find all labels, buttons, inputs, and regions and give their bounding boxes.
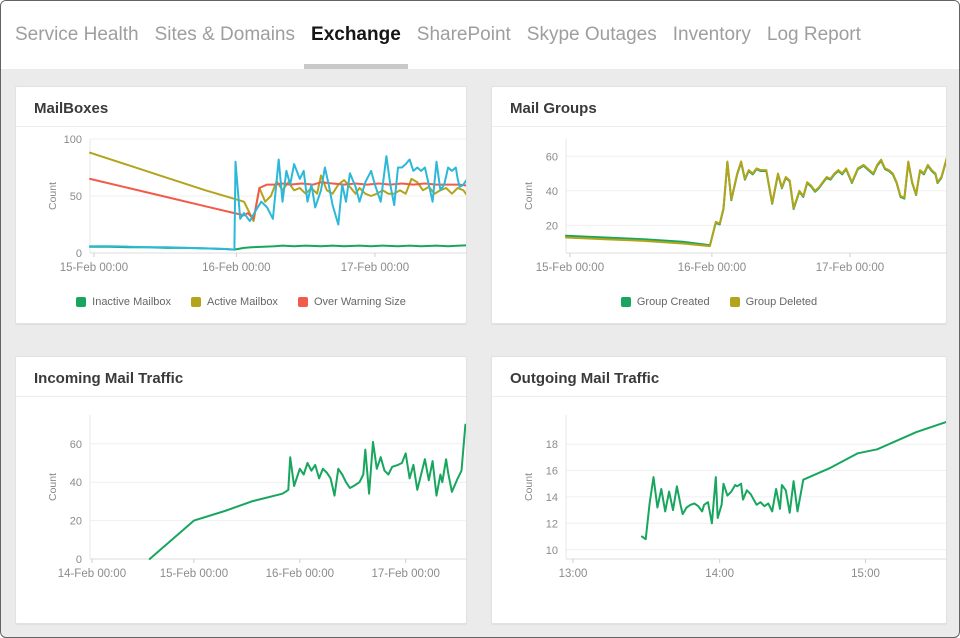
tab-inventory[interactable]: Inventory [672, 24, 751, 45]
legend-item[interactable]: Group Created [620, 296, 710, 308]
svg-text:Count: Count [47, 473, 59, 501]
svg-text:0: 0 [76, 554, 82, 566]
svg-text:14-Feb 00:00: 14-Feb 00:00 [58, 568, 126, 580]
svg-text:12: 12 [546, 518, 558, 530]
svg-text:Count: Count [47, 182, 59, 210]
tab-exchange[interactable]: Exchange [303, 1, 409, 69]
incoming-mail-chart-canvas[interactable]: 0 20 40 60 14-Feb 00:00 15-Feb 00:00 16-Feb 00… [16, 405, 466, 587]
mailboxes-chart-canvas[interactable]: 0 50 100 15-Feb 00:00 16-Feb 00:00 17-Feb 00:… [16, 129, 466, 281]
svg-text:0: 0 [76, 248, 82, 260]
svg-text:15-Feb 00:00: 15-Feb 00:00 [536, 262, 604, 274]
legend-item[interactable]: Inactive Mailbox [76, 296, 171, 308]
tab-sites-domains[interactable]: Sites & Domains [154, 24, 296, 45]
panel-mailboxes: MailBoxes 0 50 100 15-Feb 00:00 16-Feb 00:00… [15, 86, 467, 324]
svg-text:Count: Count [523, 182, 535, 210]
panel-incoming-mail-traffic: Incoming Mail Traffic 0 20 40 60 14-Feb 00:0… [15, 356, 467, 624]
legend-swatch-icon [191, 297, 202, 307]
panel-title: MailBoxes [16, 87, 466, 127]
legend-swatch-icon [729, 297, 740, 307]
svg-text:Count: Count [523, 473, 535, 501]
svg-text:16: 16 [546, 466, 558, 478]
panel-mail-groups: Mail Groups 20 40 60 15-Feb 00:00 16-Feb 00:… [491, 86, 947, 324]
svg-text:40: 40 [546, 186, 558, 198]
legend-item[interactable]: Active Mailbox [191, 296, 278, 308]
svg-text:17-Feb 00:00: 17-Feb 00:00 [371, 568, 439, 580]
svg-text:16-Feb 00:00: 16-Feb 00:00 [202, 262, 270, 274]
svg-text:50: 50 [70, 191, 82, 203]
svg-text:10: 10 [546, 545, 558, 557]
svg-text:100: 100 [64, 134, 82, 146]
outgoing-mail-chart-canvas[interactable]: 10 12 14 16 18 13:00 14:00 15:00 Count [492, 405, 946, 587]
svg-text:60: 60 [546, 151, 558, 163]
mail-groups-legend: Group Created Group Deleted [492, 281, 946, 323]
mailboxes-legend: Inactive Mailbox Active Mailbox Over Warni… [16, 281, 466, 323]
legend-swatch-icon [76, 297, 87, 307]
svg-text:18: 18 [546, 439, 558, 451]
svg-text:15-Feb 00:00: 15-Feb 00:00 [160, 568, 228, 580]
tab-sharepoint[interactable]: SharePoint [416, 24, 511, 45]
tab-service-health[interactable]: Service Health [15, 24, 139, 45]
svg-text:16-Feb 00:00: 16-Feb 00:00 [678, 262, 746, 274]
tab-bar: Service Health Sites & Domains Exchange … [1, 1, 959, 69]
dashboard-content: MailBoxes 0 50 100 15-Feb 00:00 16-Feb 00:00… [1, 69, 959, 637]
svg-text:15:00: 15:00 [851, 568, 880, 580]
svg-text:20: 20 [546, 220, 558, 232]
svg-text:13:00: 13:00 [559, 568, 588, 580]
svg-text:17-Feb 00:00: 17-Feb 00:00 [341, 262, 409, 274]
mail-groups-chart-canvas[interactable]: 20 40 60 15-Feb 00:00 16-Feb 00:00 17-Feb 00:… [492, 129, 946, 281]
legend-label: Over Warning Size [313, 296, 406, 308]
legend-swatch-icon [620, 297, 631, 307]
svg-text:14:00: 14:00 [705, 568, 734, 580]
tab-log-report[interactable]: Log Report [766, 24, 861, 45]
tab-skype-outages[interactable]: Skype Outages [526, 24, 657, 45]
svg-text:17-Feb 00:00: 17-Feb 00:00 [816, 262, 884, 274]
legend-item[interactable]: Over Warning Size [297, 296, 406, 308]
legend-swatch-icon [297, 297, 308, 307]
legend-label: Active Mailbox [207, 296, 278, 308]
chart-svg: 20 40 60 15-Feb 00:00 16-Feb 00:00 17-Feb 00:… [523, 139, 946, 274]
panel-outgoing-mail-traffic: Outgoing Mail Traffic 10 12 14 16 18 13:00 14:… [491, 356, 947, 624]
chart-svg: 10 12 14 16 18 13:00 14:00 15:00 Count [523, 415, 946, 580]
svg-text:16-Feb 00:00: 16-Feb 00:00 [266, 568, 334, 580]
legend-label: Inactive Mailbox [92, 296, 172, 308]
svg-text:20: 20 [70, 516, 82, 528]
panel-title: Outgoing Mail Traffic [492, 357, 946, 397]
svg-text:14: 14 [546, 492, 558, 504]
panel-title: Incoming Mail Traffic [16, 357, 466, 397]
svg-text:60: 60 [70, 439, 82, 451]
legend-item[interactable]: Group Deleted [729, 296, 818, 308]
panel-title: Mail Groups [492, 87, 946, 127]
svg-text:15-Feb 00:00: 15-Feb 00:00 [60, 262, 128, 274]
legend-label: Group Created [636, 296, 710, 308]
chart-svg: 0 50 100 15-Feb 00:00 16-Feb 00:00 17-Feb 00:… [47, 134, 466, 274]
chart-svg: 0 20 40 60 14-Feb 00:00 15-Feb 00:00 16-Feb 00… [47, 415, 466, 580]
svg-text:40: 40 [70, 477, 82, 489]
legend-label: Group Deleted [745, 296, 818, 308]
